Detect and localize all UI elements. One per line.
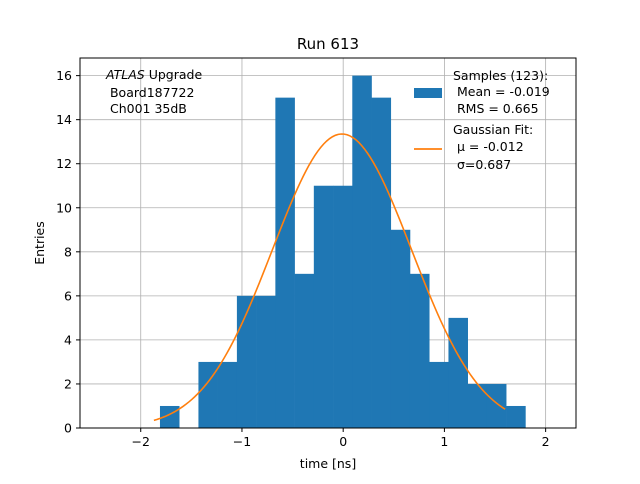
x-axis-ticks: −2 −1 0 1 2: [132, 428, 550, 449]
histogram-bar: [409, 273, 430, 428]
x-tick-label: 0: [339, 434, 347, 449]
histogram-bar: [256, 295, 276, 428]
annotation-line-2: Board187722: [106, 85, 194, 100]
legend-fit-line-1: Gaussian Fit:: [453, 122, 533, 137]
annotation-box: ATLAS Upgrade Board187722 Ch001 35dB: [105, 67, 202, 116]
legend: Samples (123): Mean = -0.019 RMS = 0.665…: [414, 68, 550, 172]
histogram-bar: [429, 361, 449, 428]
x-tick-label: −2: [132, 434, 150, 449]
plot-frame: [79, 57, 577, 429]
legend-fit-line-2: μ = -0.012: [453, 139, 524, 154]
histogram-bar: [217, 361, 238, 428]
histogram-bar: [371, 97, 392, 429]
y-tick-label: 2: [64, 376, 72, 391]
y-tick-label: 10: [56, 200, 72, 215]
y-tick-label: 6: [64, 288, 72, 303]
annotation-line-1: ATLAS Upgrade: [105, 67, 202, 82]
histogram-bar: [467, 383, 488, 428]
histogram-bar: [333, 185, 353, 428]
legend-samples-patch: [414, 88, 442, 98]
legend-fit-line-3: σ=0.687: [453, 157, 511, 172]
y-axis-label: Entries: [32, 221, 47, 265]
annotation-atlas: ATLAS: [105, 67, 145, 82]
histogram-bar: [294, 273, 315, 428]
y-tick-label: 8: [64, 244, 72, 259]
gaussian-fit-curve: [153, 133, 506, 422]
annotation-line-3: Ch001 35dB: [106, 101, 187, 116]
histogram-bar: [275, 97, 295, 429]
y-tick-label: 14: [56, 112, 72, 127]
histogram-bar: [236, 295, 257, 428]
x-axis-label: time [ns]: [300, 456, 356, 471]
y-axis-ticks: 0 2 4 6 8 10 12 14 16: [56, 68, 80, 436]
gaussian-fit: [153, 133, 506, 422]
y-tick-label: 0: [64, 421, 72, 436]
histogram-bar: [313, 185, 334, 428]
histogram-bar: [352, 75, 372, 428]
y-tick-label: 16: [56, 68, 72, 83]
y-tick-label: 12: [56, 156, 72, 171]
histogram-bar: [198, 361, 218, 428]
histogram-bar: [506, 405, 526, 428]
legend-samples-line-2: Mean = -0.019: [453, 84, 550, 99]
x-tick-label: 2: [542, 434, 550, 449]
histogram-bars: [159, 75, 526, 429]
y-tick-label: 4: [64, 332, 72, 347]
legend-samples-line-1: Samples (123):: [453, 68, 548, 83]
histogram-bar: [390, 229, 411, 428]
histogram-bar: [486, 383, 507, 428]
chart-title: Run 613: [297, 35, 359, 53]
legend-samples-line-3: RMS = 0.665: [453, 101, 539, 116]
x-tick-label: 1: [440, 434, 448, 449]
annotation-upgrade: Upgrade: [145, 67, 203, 82]
histogram-bar: [448, 317, 468, 428]
x-tick-label: −1: [233, 434, 251, 449]
